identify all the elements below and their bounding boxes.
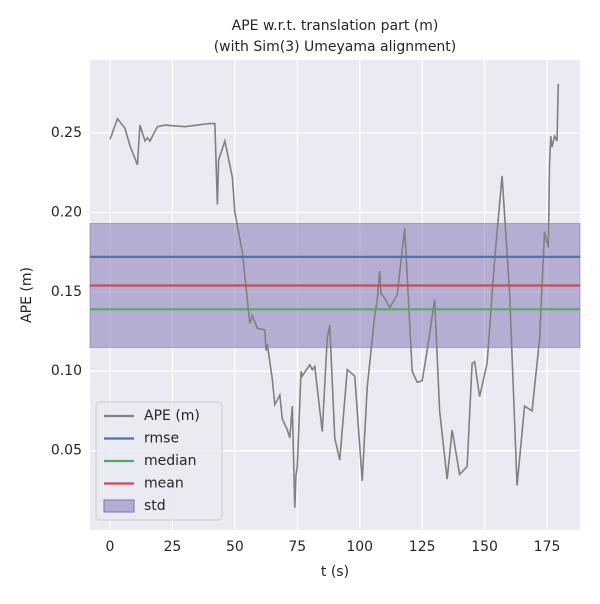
y-axis-label: APE (m) (19, 267, 35, 323)
y-tick-label: 0.10 (51, 363, 82, 379)
legend-label: APE (m) (144, 408, 200, 424)
x-tick-label: 75 (288, 539, 306, 555)
y-tick-label: 0.25 (51, 125, 82, 141)
chart-title: APE w.r.t. translation part (m) (232, 18, 439, 34)
legend-box (95, 401, 223, 521)
x-tick-label: 0 (106, 539, 115, 555)
legend-label: rmse (144, 431, 179, 447)
x-tick-label: 100 (346, 539, 373, 555)
x-tick-label: 150 (471, 539, 498, 555)
legend-swatch (103, 499, 135, 513)
legend-label: median (144, 453, 196, 469)
y-tick-label: 0.15 (51, 284, 82, 300)
ape-line (109, 83, 560, 508)
x-tick-label: 50 (226, 539, 244, 555)
x-axis-label: t (s) (321, 564, 349, 580)
y-tick-label: 0.05 (51, 443, 82, 459)
x-tick-label: 125 (409, 539, 436, 555)
legend-label: std (144, 498, 166, 514)
x-tick-label: 25 (164, 539, 182, 555)
legend-label: mean (144, 476, 184, 492)
x-tick-label: 175 (534, 539, 561, 555)
chart-subtitle: (with Sim(3) Umeyama alignment) (214, 39, 457, 55)
y-tick-label: 0.20 (51, 204, 82, 220)
